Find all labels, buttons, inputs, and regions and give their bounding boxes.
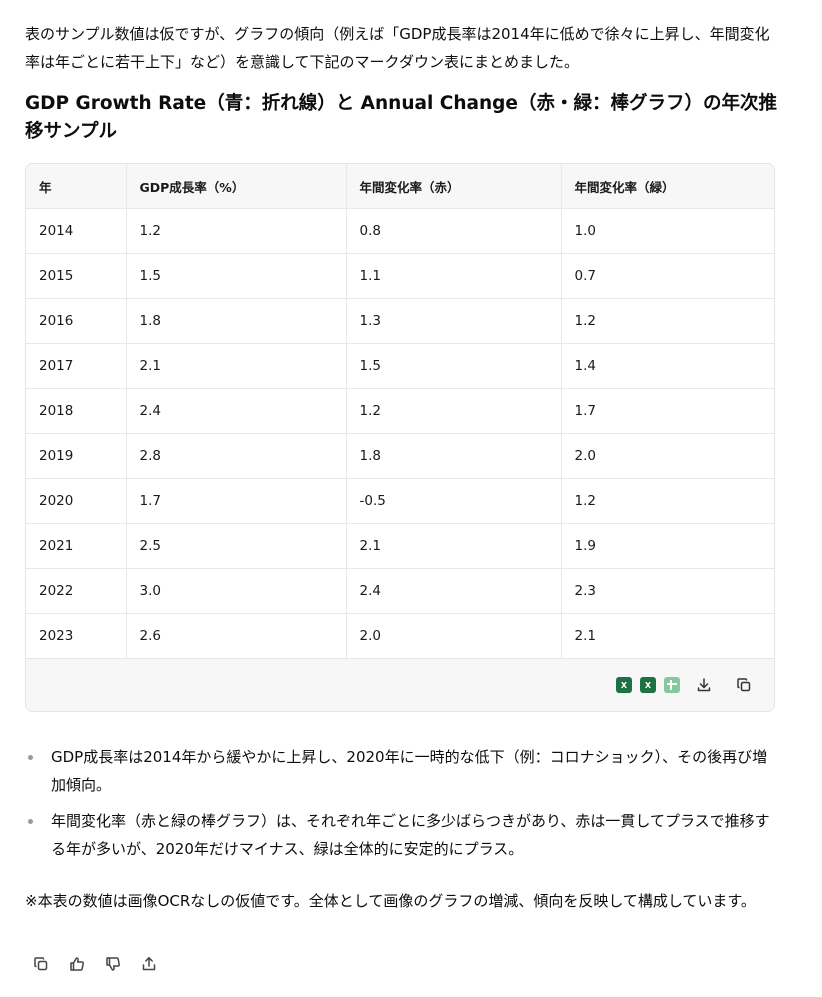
cell-gdp: 2.6 xyxy=(126,613,347,659)
header-annual-change-green: 年間変化率（緑） xyxy=(561,164,774,209)
cell-red: 1.1 xyxy=(346,253,562,299)
cell-gdp: 3.0 xyxy=(126,568,347,614)
thumbs-down-icon xyxy=(106,957,120,971)
google-sheets-icon xyxy=(664,677,680,693)
cell-red: 2.0 xyxy=(346,613,562,659)
cell-gdp: 1.7 xyxy=(126,478,347,524)
cell-green: 1.7 xyxy=(561,388,774,434)
data-table-card: 年 GDP成長率（%） 年間変化率（赤） 年間変化率（緑） 2014 1.2 0.8… xyxy=(25,163,775,712)
share-button[interactable] xyxy=(133,950,165,978)
cell-gdp: 1.8 xyxy=(126,298,347,344)
cell-green: 1.2 xyxy=(561,298,774,344)
list-item: GDP成長率は2014年から緩やかに上昇し、2020年に一時的な低下（例：コロナ… xyxy=(25,743,777,799)
cell-red: 1.3 xyxy=(346,298,562,344)
cell-green: 2.0 xyxy=(561,433,774,479)
excel-icon: X xyxy=(616,677,632,693)
cell-green: 2.3 xyxy=(561,568,774,614)
cell-gdp: 2.4 xyxy=(126,388,347,434)
copy-table-button[interactable] xyxy=(732,673,756,697)
download-icon xyxy=(697,678,711,692)
cell-green: 2.1 xyxy=(561,613,774,659)
summary-list: GDP成長率は2014年から緩やかに上昇し、2020年に一時的な低下（例：コロナ… xyxy=(25,743,777,871)
list-item: 年間変化率（赤と緑の棒グラフ）は、それぞれ年ごとに多少ばらつきがあり、赤は一貫し… xyxy=(25,807,777,863)
table-row: 2017 2.1 1.5 1.4 xyxy=(26,343,774,389)
header-gdp-growth: GDP成長率（%） xyxy=(126,164,347,209)
cell-year: 2014 xyxy=(26,208,127,254)
cell-red: -0.5 xyxy=(346,478,562,524)
open-excel-button[interactable]: X xyxy=(636,673,660,697)
share-icon xyxy=(142,957,156,971)
table-row: 2016 1.8 1.3 1.2 xyxy=(26,298,774,344)
table-header-row: 年 GDP成長率（%） 年間変化率（赤） 年間変化率（緑） xyxy=(26,164,774,209)
cell-red: 1.8 xyxy=(346,433,562,479)
cell-red: 2.4 xyxy=(346,568,562,614)
cell-year: 2023 xyxy=(26,613,127,659)
cell-green: 1.2 xyxy=(561,478,774,524)
cell-red: 0.8 xyxy=(346,208,562,254)
table-row: 2021 2.5 2.1 1.9 xyxy=(26,523,774,569)
header-annual-change-red: 年間変化率（赤） xyxy=(346,164,562,209)
export-excel-button[interactable]: X xyxy=(612,673,636,697)
message-actions xyxy=(25,950,165,978)
thumbs-up-icon xyxy=(70,957,84,971)
cell-red: 1.2 xyxy=(346,388,562,434)
cell-year: 2020 xyxy=(26,478,127,524)
export-sheets-button[interactable] xyxy=(660,673,684,697)
footnote: ※本表の数値は画像OCRなしの仮値です。全体として画像のグラフの増減、傾向を反映… xyxy=(25,892,756,910)
cell-green: 0.7 xyxy=(561,253,774,299)
copy-icon xyxy=(34,957,48,971)
cell-year: 2018 xyxy=(26,388,127,434)
cell-gdp: 1.5 xyxy=(126,253,347,299)
table-row: 2023 2.6 2.0 2.1 xyxy=(26,613,774,659)
cell-year: 2022 xyxy=(26,568,127,614)
cell-green: 1.9 xyxy=(561,523,774,569)
table-toolbar: X X xyxy=(26,659,774,711)
table-row: 2015 1.5 1.1 0.7 xyxy=(26,253,774,299)
cell-year: 2017 xyxy=(26,343,127,389)
cell-gdp: 2.8 xyxy=(126,433,347,479)
download-button[interactable] xyxy=(692,673,716,697)
cell-green: 1.0 xyxy=(561,208,774,254)
cell-gdp: 2.5 xyxy=(126,523,347,569)
table-row: 2022 3.0 2.4 2.3 xyxy=(26,568,774,614)
cell-year: 2021 xyxy=(26,523,127,569)
cell-red: 1.5 xyxy=(346,343,562,389)
excel-icon: X xyxy=(640,677,656,693)
cell-year: 2019 xyxy=(26,433,127,479)
cell-gdp: 1.2 xyxy=(126,208,347,254)
copy-icon xyxy=(737,678,751,692)
table-row: 2014 1.2 0.8 1.0 xyxy=(26,208,774,254)
table-row: 2020 1.7 -0.5 1.2 xyxy=(26,478,774,524)
cell-year: 2015 xyxy=(26,253,127,299)
table-row: 2018 2.4 1.2 1.7 xyxy=(26,388,774,434)
cell-gdp: 2.1 xyxy=(126,343,347,389)
cell-green: 1.4 xyxy=(561,343,774,389)
header-year: 年 xyxy=(26,164,127,209)
intro-paragraph: 表のサンプル数値は仮ですが、グラフの傾向（例えば「GDP成長率は2014年に低め… xyxy=(25,25,770,71)
cell-year: 2016 xyxy=(26,298,127,344)
cell-red: 2.1 xyxy=(346,523,562,569)
bad-response-button[interactable] xyxy=(97,950,129,978)
data-table: 年 GDP成長率（%） 年間変化率（赤） 年間変化率（緑） 2014 1.2 0.8… xyxy=(26,164,774,659)
copy-message-button[interactable] xyxy=(25,950,57,978)
table-row: 2019 2.8 1.8 2.0 xyxy=(26,433,774,479)
good-response-button[interactable] xyxy=(61,950,93,978)
section-heading: GDP Growth Rate（青：折れ線）と Annual Change（赤・… xyxy=(25,93,777,142)
